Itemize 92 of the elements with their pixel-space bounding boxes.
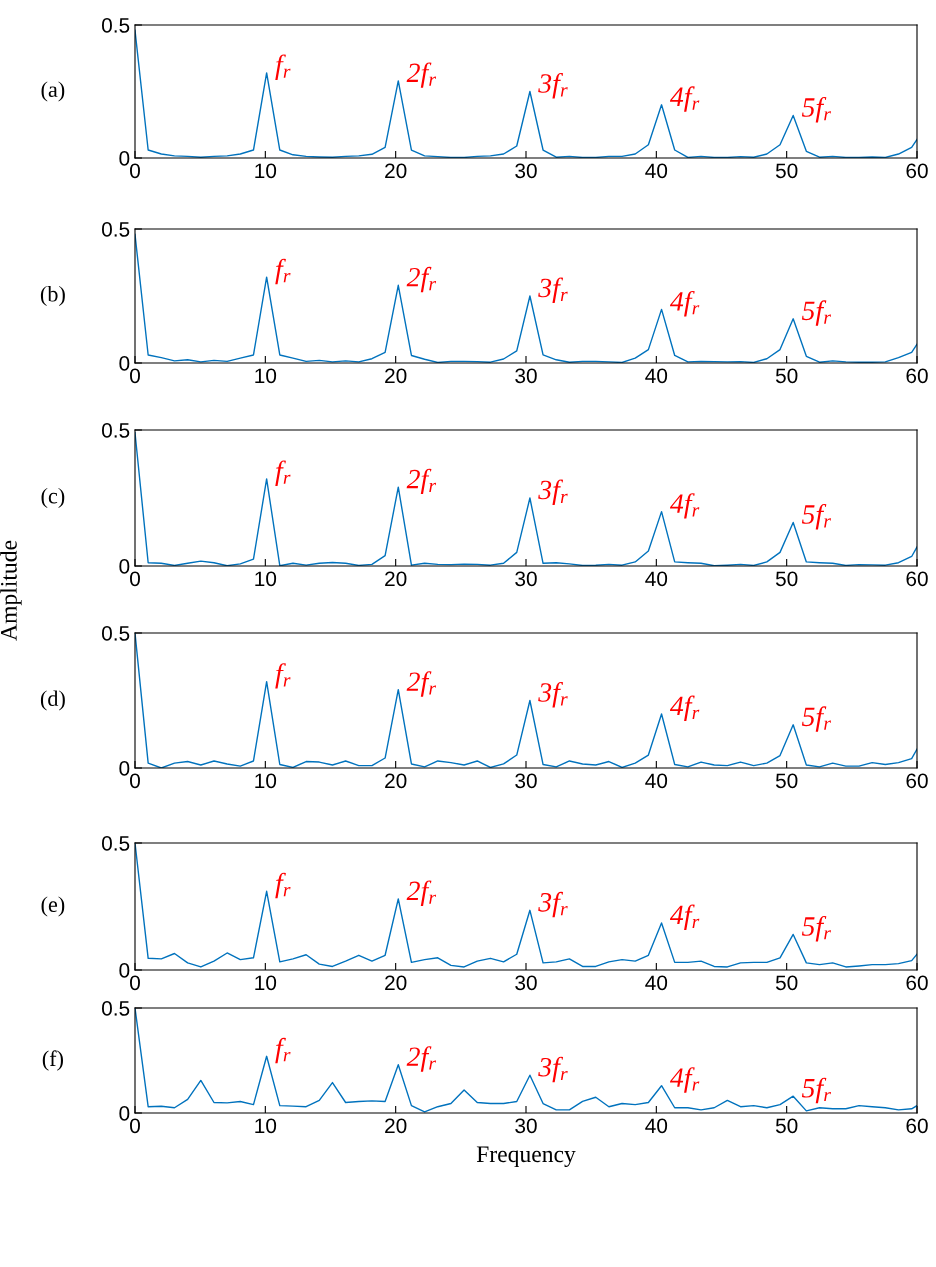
x-tick-label: 10 <box>255 368 277 384</box>
text: (e) <box>41 896 65 917</box>
x-tick-label: 0 <box>130 975 140 991</box>
x-tick-label: 10 <box>255 975 277 991</box>
annotation: f$_{r}$ <box>275 1037 291 1064</box>
x-tick-label: 60 <box>906 975 928 991</box>
annotation: 5f$_{r}$ <box>801 300 831 326</box>
annotation: 3f$_{r}$ <box>538 73 568 99</box>
y-tick-label: 0 <box>119 1106 130 1121</box>
x-tick-label: 40 <box>645 368 668 384</box>
x-tick-label: 0 <box>130 773 140 789</box>
annotation: 2f$_{r}$ <box>406 1046 437 1072</box>
x-tick-label: 0 <box>130 571 140 587</box>
annotation: 2f$_{r}$ <box>406 880 437 906</box>
annotation: 3f$_{r}$ <box>538 277 568 303</box>
x-tick-label: 20 <box>385 1118 407 1134</box>
x-tick-label: 60 <box>906 163 928 179</box>
x-tick-label: 0 <box>130 368 140 384</box>
annotation: 3f$_{r}$ <box>538 1056 568 1083</box>
annotation: 4f$_{r}$ <box>669 1067 700 1093</box>
annotation: 5f$_{r}$ <box>801 504 831 530</box>
x-tick-label: 10 <box>255 773 277 789</box>
annotation: f$_{r}$ <box>275 663 291 689</box>
text: (d) <box>40 690 65 711</box>
y-tick-label: 0.5 <box>101 1001 130 1016</box>
x-tick-label: 0 <box>130 163 140 179</box>
annotation: 2f$_{r}$ <box>406 266 437 293</box>
x-tick-label: 20 <box>385 368 407 384</box>
x-tick-label: 30 <box>515 1118 537 1134</box>
annotation: 4f$_{r}$ <box>669 290 700 317</box>
text: (c) <box>41 487 65 509</box>
y-tick-label: 0 <box>119 963 130 978</box>
x-tick-label: 60 <box>906 368 928 384</box>
x-axis-title: Frequency <box>476 1146 576 1168</box>
x-tick-label: 60 <box>906 571 928 587</box>
y-tick-label: 0.5 <box>101 626 130 641</box>
x-tick-label: 50 <box>775 571 798 587</box>
x-tick-label: 30 <box>515 368 537 384</box>
annotation: 4f$_{r}$ <box>669 904 700 931</box>
y-tick-label: 0 <box>119 761 130 776</box>
x-tick-label: 20 <box>385 773 407 789</box>
x-tick-label: 40 <box>645 1118 668 1134</box>
y-tick-label: 0.5 <box>101 836 130 851</box>
x-tick-label: 50 <box>775 975 798 991</box>
x-tick-label: 20 <box>385 163 407 179</box>
x-tick-label: 50 <box>775 163 798 179</box>
x-tick-label: 30 <box>515 571 537 587</box>
annotation: 2f$_{r}$ <box>406 671 437 697</box>
annotation: 3f$_{r}$ <box>538 891 568 918</box>
x-tick-label: 50 <box>775 368 798 384</box>
y-tick-label: 0 <box>119 356 130 371</box>
text: (a) <box>41 81 65 102</box>
x-tick-label: 60 <box>906 773 928 789</box>
annotation: 5f$_{r}$ <box>801 1077 831 1104</box>
x-tick-label: 40 <box>645 773 668 789</box>
annotation: 4f$_{r}$ <box>669 86 700 112</box>
annotation: f$_{r}$ <box>275 460 291 486</box>
y-tick-label: 0 <box>119 151 130 166</box>
y-tick-label: 0.5 <box>101 18 130 33</box>
y-tick-label: 0 <box>119 559 130 574</box>
annotation: 3f$_{r}$ <box>538 682 568 708</box>
x-tick-label: 20 <box>385 975 407 991</box>
x-tick-label: 40 <box>645 163 668 179</box>
y-tick-label: 0.5 <box>101 423 130 438</box>
x-tick-label: 50 <box>775 773 798 789</box>
x-tick-label: 10 <box>255 1118 277 1134</box>
annotation: 2f$_{r}$ <box>406 62 437 88</box>
annotation: 5f$_{r}$ <box>801 706 831 732</box>
annotation: 4f$_{r}$ <box>669 695 700 721</box>
annotation: 2f$_{r}$ <box>406 468 437 495</box>
x-tick-label: 0 <box>130 1118 140 1134</box>
x-tick-label: 40 <box>645 571 668 587</box>
x-tick-label: 60 <box>906 1118 928 1134</box>
y-tick-label: 0.5 <box>101 222 130 237</box>
y-axis-title: Amplitude <box>0 540 22 641</box>
x-tick-label: 40 <box>645 975 668 991</box>
x-tick-label: 20 <box>385 571 407 587</box>
annotation: f$_{r}$ <box>275 872 291 899</box>
x-tick-label: 30 <box>515 975 537 991</box>
annotation: 5f$_{r}$ <box>801 96 831 123</box>
annotation: f$_{r}$ <box>275 54 291 80</box>
annotation: 4f$_{r}$ <box>669 493 700 519</box>
annotation: f$_{r}$ <box>275 258 291 285</box>
x-tick-label: 30 <box>515 163 537 179</box>
annotation: 3f$_{r}$ <box>538 479 568 505</box>
text: (f) <box>42 1050 64 1071</box>
text: (b) <box>40 285 65 307</box>
x-tick-label: 50 <box>775 1118 798 1134</box>
x-tick-label: 30 <box>515 773 537 789</box>
annotation: 5f$_{r}$ <box>801 915 831 942</box>
x-tick-label: 10 <box>255 571 277 587</box>
x-tick-label: 10 <box>255 163 277 179</box>
